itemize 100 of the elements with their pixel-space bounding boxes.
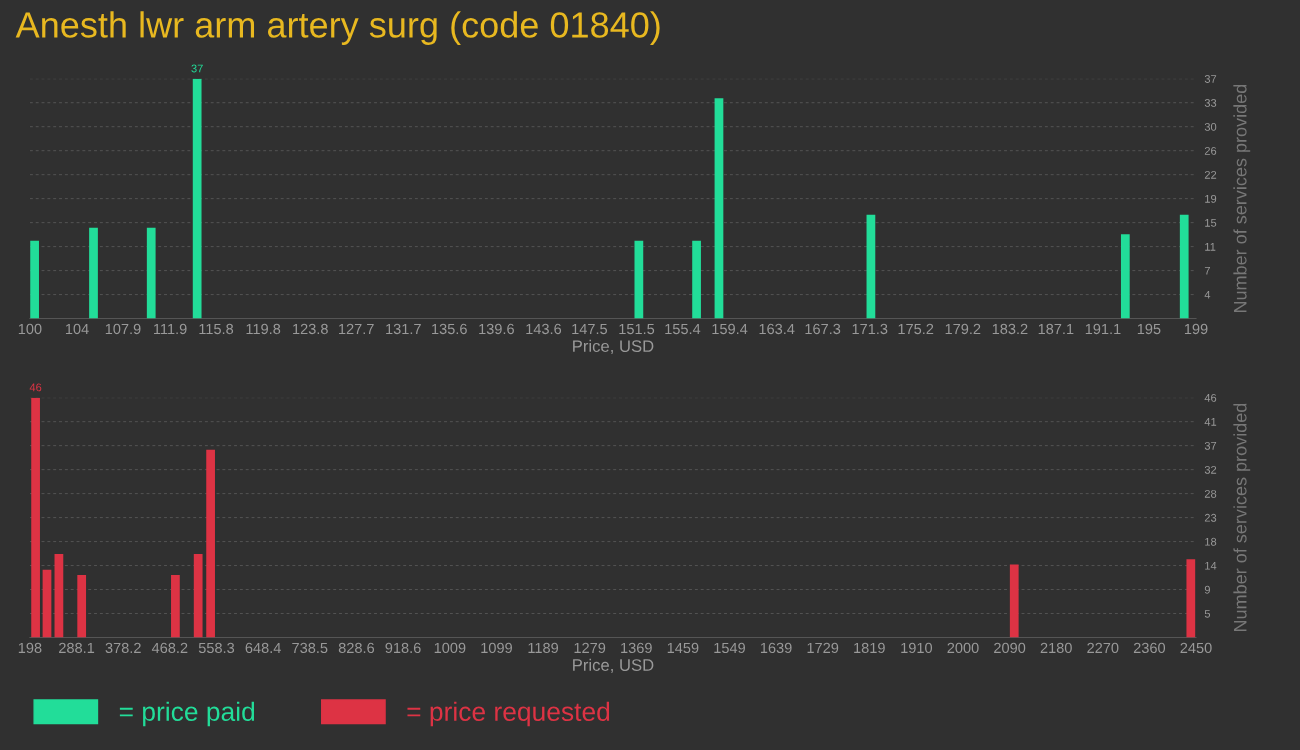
bar: [30, 240, 39, 319]
x-tick-label: 1189: [528, 642, 559, 654]
x-tick-label: 143.6: [526, 323, 562, 335]
x-tick-label: 1910: [901, 642, 933, 654]
x-tick-label: 828.6: [338, 642, 375, 654]
x-tick-label: 119.8: [246, 323, 281, 335]
y-tick-label: 7: [1204, 266, 1210, 275]
bar: [89, 227, 98, 319]
x-tick-label: 648.4: [245, 642, 281, 654]
legend-label: = price paid: [119, 701, 255, 727]
x-tick-label: 199: [1184, 323, 1208, 335]
bar: [634, 240, 644, 319]
y-tick-label: 30: [1204, 122, 1217, 131]
data-label: 46: [29, 383, 42, 392]
y-axis-title: Number of services provided: [1233, 84, 1251, 313]
x-tick-label: 2000: [947, 642, 979, 654]
bar: [1009, 564, 1019, 638]
x-tick-label: 1819: [854, 642, 885, 654]
x-tick-label: 2090: [994, 642, 1026, 654]
y-tick-label: 14: [1205, 561, 1217, 570]
data-label: 37: [191, 64, 203, 73]
y-tick-label: 22: [1204, 170, 1217, 179]
bar: [714, 98, 724, 319]
x-tick-label: 127.7: [339, 323, 374, 334]
bar: [77, 574, 87, 638]
x-tick-label: 131.7: [386, 323, 421, 335]
bar: [206, 449, 215, 638]
x-tick-label: 187.1: [1038, 323, 1074, 335]
x-tick-label: 288.1: [59, 642, 95, 654]
x-tick-label: 1639: [760, 642, 792, 654]
y-tick-label: 33: [1204, 99, 1217, 107]
y-axis-title: Number of services provided: [1233, 403, 1251, 632]
x-tick-label: 104: [65, 323, 89, 335]
bar: [1186, 559, 1196, 638]
x-tick-label: 111.9: [154, 323, 187, 335]
y-tick-label: 46: [1204, 393, 1217, 402]
y-tick-label: 15: [1205, 219, 1217, 227]
x-tick-label: 171.3: [852, 323, 888, 335]
y-tick-label: 9: [1204, 585, 1210, 594]
x-tick-label: 2180: [1040, 642, 1072, 654]
bar: [193, 554, 203, 638]
y-tick-label: 28: [1204, 489, 1217, 498]
bar: [171, 574, 180, 638]
bar: [31, 397, 40, 638]
x-tick-label: 2450: [1180, 642, 1212, 654]
y-tick-label: 23: [1204, 513, 1217, 522]
x-tick-label: 1369: [621, 642, 652, 654]
x-tick-label: 1279: [574, 642, 606, 654]
x-tick-label: 918.6: [385, 642, 421, 654]
x-tick-label: 179.2: [945, 323, 981, 335]
y-tick-label: 4: [1204, 290, 1211, 299]
bar: [1120, 234, 1130, 319]
x-tick-label: 100: [18, 323, 42, 335]
x-tick-label: 738.5: [292, 642, 328, 654]
y-tick-label: 19: [1205, 194, 1217, 203]
x-axis-title: Price, USD: [573, 339, 654, 354]
x-tick-label: 107.9: [105, 323, 141, 335]
x-tick-label: 2360: [1133, 642, 1166, 654]
bar: [42, 569, 52, 638]
x-tick-label: 468.2: [151, 642, 188, 654]
x-tick-label: 1099: [481, 642, 512, 654]
bar: [192, 78, 202, 319]
bar: [1179, 214, 1189, 319]
x-tick-label: 159.4: [712, 323, 748, 335]
y-tick-label: 11: [1205, 243, 1216, 251]
x-tick-label: 2270: [1087, 642, 1119, 654]
x-tick-label: 191.1: [1085, 323, 1121, 335]
x-tick-label: 175.2: [898, 323, 934, 335]
x-tick-label: 139.6: [479, 323, 514, 335]
x-tick-label: 123.8: [293, 323, 328, 335]
x-tick-label: 167.3: [805, 323, 841, 335]
x-tick-label: 1009: [434, 642, 466, 654]
x-tick-label: 115.8: [199, 323, 234, 335]
y-tick-label: 37: [1204, 441, 1217, 450]
x-tick-label: 183.2: [992, 323, 1028, 335]
y-tick-label: 32: [1204, 465, 1217, 474]
x-tick-label: 155.4: [665, 323, 701, 335]
bar: [692, 240, 701, 319]
chart-title: Anesth lwr arm artery surg (code 01840): [15, 11, 660, 45]
x-tick-label: 163.4: [759, 323, 795, 335]
x-tick-label: 558.3: [198, 642, 235, 654]
y-tick-label: 18: [1205, 537, 1217, 546]
x-tick-label: 135.6: [432, 323, 467, 335]
bar: [866, 214, 876, 319]
x-tick-label: 378.2: [105, 642, 141, 654]
x-axis-title: Price, USD: [573, 658, 654, 673]
x-tick-label: 151.5: [619, 323, 655, 335]
x-tick-label: 198: [18, 642, 42, 654]
y-tick-label: 5: [1204, 609, 1211, 618]
x-tick-label: 1459: [667, 642, 699, 654]
y-tick-label: 41: [1204, 418, 1217, 426]
bar: [54, 554, 64, 638]
bar: [146, 227, 156, 319]
x-tick-label: 195: [1137, 323, 1161, 335]
y-tick-label: 26: [1204, 146, 1217, 155]
x-tick-label: 147.5: [572, 323, 608, 335]
x-tick-label: 1729: [807, 642, 839, 654]
x-tick-label: 1549: [714, 642, 745, 654]
y-tick-label: 37: [1204, 75, 1217, 83]
legend-label: = price requested: [407, 701, 610, 727]
